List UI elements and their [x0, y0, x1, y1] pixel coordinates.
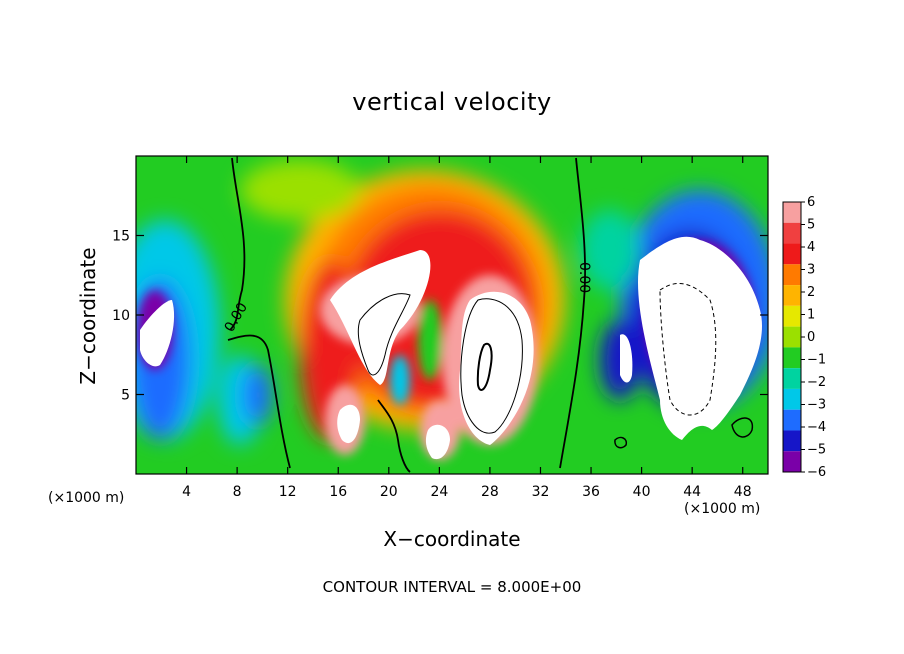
colorbar-swatch [783, 326, 801, 348]
colorbar-label: 0 [807, 330, 815, 345]
x-tick-label: 20 [380, 484, 398, 500]
colorbar-swatch [783, 347, 801, 369]
x-tick-label: 4 [182, 484, 191, 500]
x-axis: 4 8 12 16 20 24 28 32 36 40 44 48 [182, 156, 752, 500]
x-tick-label: 28 [481, 484, 499, 500]
colorbar-label: −3 [807, 398, 826, 413]
x-unit-label-left: (×1000 m) [48, 490, 125, 506]
contour-label: 0.00 [576, 262, 592, 293]
x-tick-label: 32 [532, 484, 550, 500]
colorbar-swatch [783, 305, 801, 327]
colorbar-swatch [783, 451, 801, 472]
colorbar-label: 3 [807, 263, 815, 278]
colorbar-label: 2 [807, 285, 815, 300]
colorbar-swatch [783, 222, 801, 244]
colorbar-label: −5 [807, 443, 826, 458]
x-tick-label: 12 [279, 484, 297, 500]
colorbar-label: −6 [807, 465, 826, 480]
x-tick-label: 48 [734, 484, 752, 500]
colorbar-label: 1 [807, 308, 815, 323]
colorbar-swatch [783, 243, 801, 265]
colorbar: 6 5 4 3 2 1 0 −1 −2 −3 −4 −5 −6 [782, 195, 826, 480]
colorbar-label: 5 [807, 218, 815, 233]
colorbar-label: −4 [807, 420, 826, 435]
chart-title: vertical velocity [352, 88, 552, 116]
colorbar-swatch [783, 388, 801, 410]
y-axis-label: Z−coordinate [76, 247, 100, 385]
x-axis-label: X−coordinate [383, 527, 521, 551]
colorbar-swatch [783, 285, 801, 306]
x-tick-label: 36 [582, 484, 600, 500]
colorbar-swatch [783, 430, 801, 452]
colorbar-label: 4 [807, 240, 815, 255]
x-tick-label: 24 [430, 484, 448, 500]
colorbar-swatch [783, 264, 801, 286]
y-tick-label: 5 [121, 388, 130, 404]
colorbar-swatch [783, 368, 801, 389]
colorbar-swatch [783, 202, 801, 223]
colorbar-swatch [783, 409, 801, 431]
colorbar-label: −2 [807, 375, 826, 390]
colorbar-label: −1 [807, 353, 826, 368]
contour-interval-note: CONTOUR INTERVAL = 8.000E+00 [322, 578, 582, 596]
y-tick-label: 15 [112, 229, 130, 245]
x-tick-label: 16 [329, 484, 347, 500]
y-axis: 5 10 15 [112, 229, 768, 404]
x-tick-label: 8 [233, 484, 242, 500]
x-tick-label: 40 [633, 484, 651, 500]
y-tick-label: 10 [112, 308, 130, 324]
heatmap-field: 0.00 0.00 [136, 156, 768, 474]
x-unit-label-right: (×1000 m) [684, 501, 761, 517]
colorbar-label: 6 [807, 195, 815, 210]
x-tick-label: 44 [683, 484, 701, 500]
